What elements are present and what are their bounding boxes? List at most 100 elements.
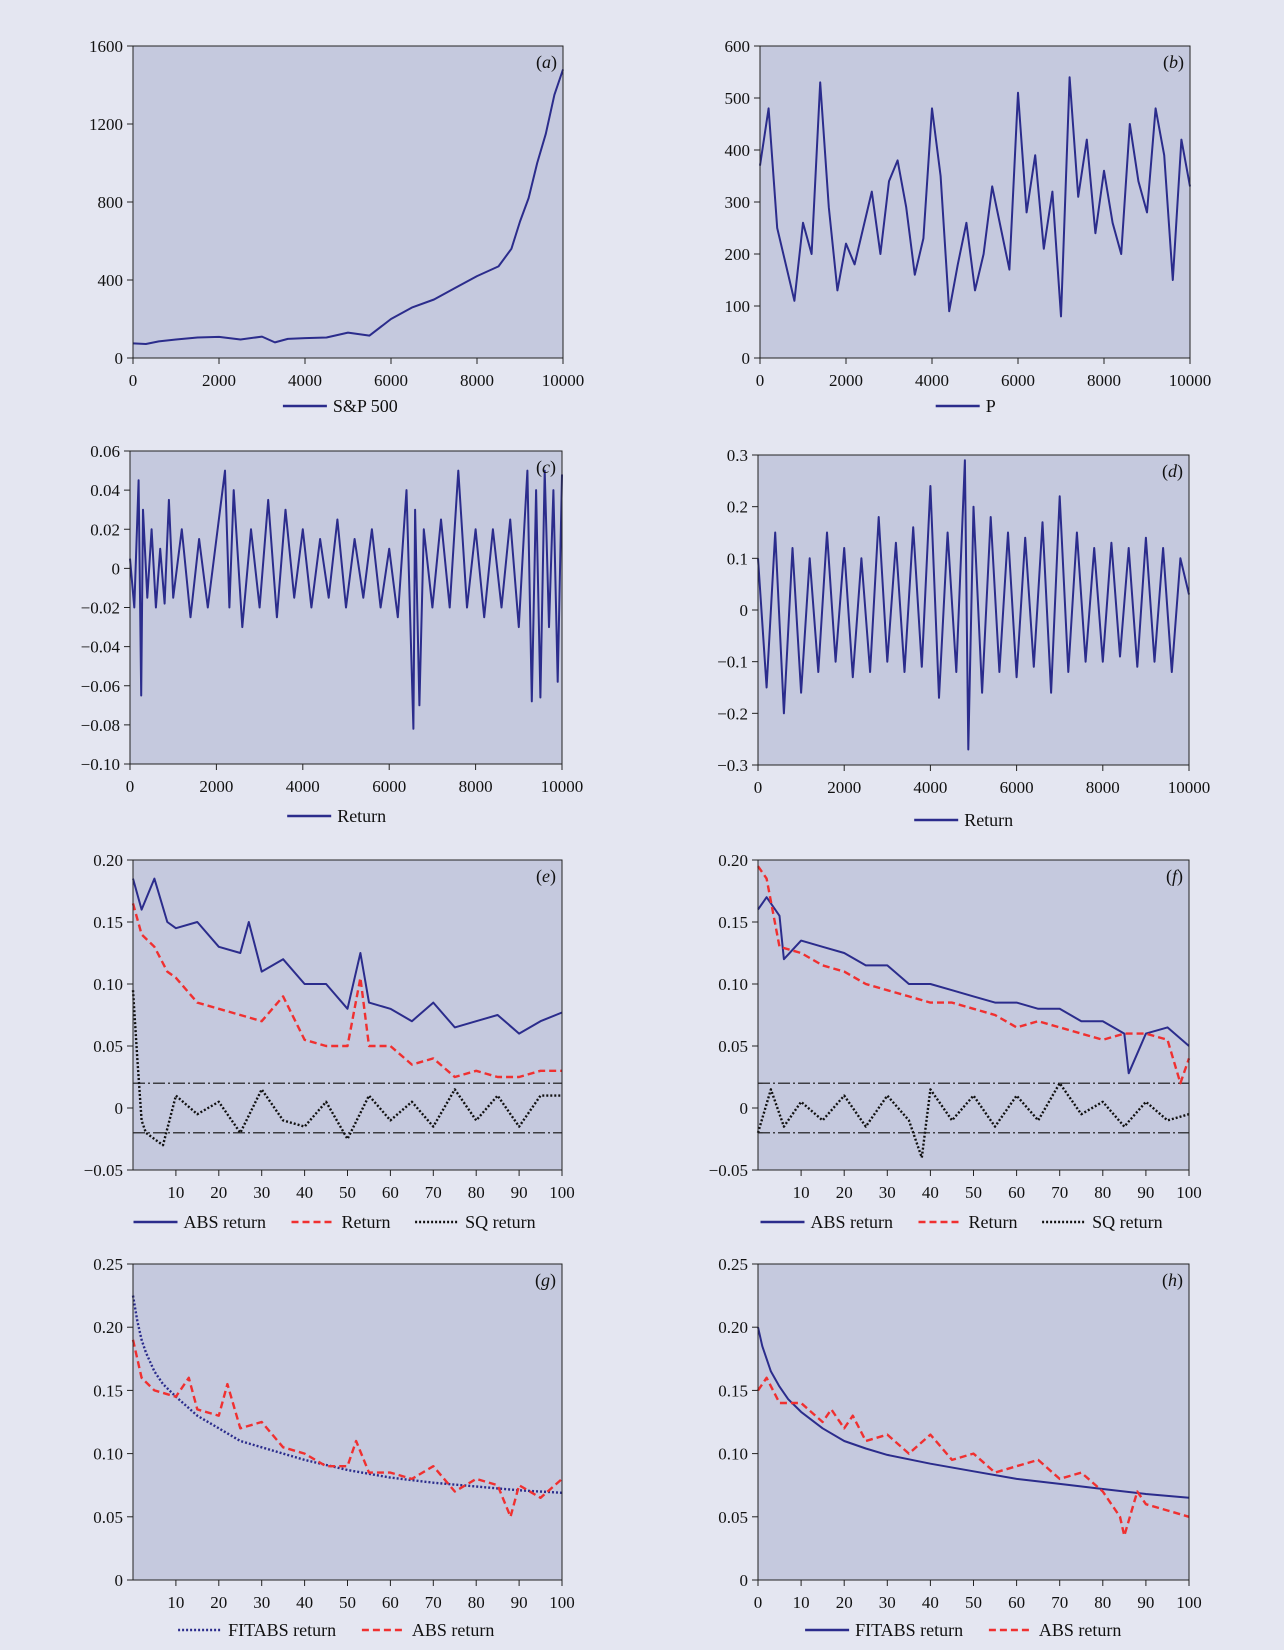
panel-label: (f) — [1166, 866, 1183, 887]
x-tick-label: 20 — [836, 1593, 853, 1612]
x-tick-label: 10000 — [1169, 371, 1212, 390]
x-tick-label: 10 — [793, 1593, 810, 1612]
y-tick-label: 0 — [115, 349, 124, 368]
plot-area — [758, 1264, 1189, 1580]
x-tick-label: 20 — [210, 1593, 227, 1612]
x-tick-label: 10 — [167, 1183, 184, 1202]
series-line — [757, 865, 1191, 1085]
y-tick-label: 0.25 — [93, 1255, 123, 1274]
y-tick-label: 0 — [112, 559, 121, 578]
legend-label: ABS return — [811, 1212, 894, 1232]
y-tick-label: 0.05 — [93, 1508, 123, 1527]
x-tick-label: 70 — [1051, 1183, 1068, 1202]
x-tick-label: 2000 — [827, 778, 861, 797]
legend: P — [935, 396, 996, 416]
panel-label: (g) — [535, 1270, 556, 1291]
y-tick-label: 600 — [725, 37, 751, 56]
y-tick-label: 0.06 — [90, 442, 120, 461]
y-tick-label: 500 — [725, 89, 751, 108]
y-tick-label: 300 — [725, 193, 751, 212]
x-tick-label: 80 — [1094, 1183, 1111, 1202]
x-tick-label: 2000 — [202, 371, 236, 390]
x-tick-label: 90 — [511, 1183, 528, 1202]
x-tick-label: 40 — [296, 1183, 313, 1202]
y-tick-label: −0.04 — [81, 638, 121, 657]
x-tick-label: 0 — [129, 371, 138, 390]
y-tick-label: 0.10 — [93, 975, 123, 994]
x-tick-label: 60 — [1008, 1593, 1025, 1612]
x-tick-label: 50 — [965, 1183, 982, 1202]
y-tick-label: 0.04 — [90, 481, 120, 500]
x-tick-label: 6000 — [372, 777, 406, 796]
x-tick-label: 70 — [425, 1183, 442, 1202]
y-tick-label: 400 — [725, 141, 751, 160]
series-line — [132, 69, 564, 345]
legend-label: Return — [964, 810, 1013, 830]
x-tick-label: 100 — [1176, 1183, 1202, 1202]
legend: ABS return Return SQ return — [133, 1212, 536, 1232]
y-tick-label: 0.05 — [718, 1037, 748, 1056]
x-tick-label: 90 — [1137, 1593, 1154, 1612]
x-tick-label: 70 — [425, 1593, 442, 1612]
y-tick-label: −0.05 — [84, 1161, 123, 1180]
x-tick-label: 20 — [210, 1183, 227, 1202]
y-tick-label: 0.05 — [718, 1508, 748, 1527]
panel-label: (h) — [1162, 1270, 1183, 1291]
y-tick-label: 0.1 — [727, 549, 748, 568]
series-line — [131, 1295, 563, 1494]
legend: S&P 500 — [282, 396, 398, 416]
y-tick-label: 0 — [742, 349, 751, 368]
legend-label: Return — [337, 806, 386, 826]
x-tick-label: 10000 — [541, 777, 584, 796]
y-tick-label: 0 — [740, 601, 749, 620]
series-line — [756, 1081, 1190, 1159]
y-tick-label: 0.15 — [718, 913, 748, 932]
x-tick-label: 50 — [965, 1593, 982, 1612]
legend: ABS return Return SQ return — [760, 1212, 1163, 1232]
y-tick-label: −0.05 — [709, 1161, 748, 1180]
legend-label: P — [986, 396, 996, 416]
x-tick-label: 100 — [549, 1593, 575, 1612]
series-line — [131, 1339, 563, 1519]
y-tick-label: 0.25 — [718, 1255, 748, 1274]
plot-area — [760, 46, 1190, 358]
y-tick-label: 0.2 — [727, 498, 748, 517]
y-tick-label: 0.15 — [93, 913, 123, 932]
x-tick-label: 2000 — [829, 371, 863, 390]
y-tick-label: −0.08 — [81, 716, 120, 735]
x-tick-label: 90 — [511, 1593, 528, 1612]
legend: Return — [287, 806, 386, 826]
x-tick-label: 4000 — [286, 777, 320, 796]
x-tick-label: 40 — [922, 1593, 939, 1612]
y-tick-label: 0 — [740, 1099, 749, 1118]
legend-label: FITABS return — [855, 1620, 963, 1640]
x-tick-label: 0 — [754, 778, 763, 797]
x-tick-label: 80 — [1094, 1593, 1111, 1612]
x-tick-label: 0 — [754, 1593, 763, 1612]
x-tick-label: 30 — [879, 1593, 896, 1612]
x-tick-label: 70 — [1051, 1593, 1068, 1612]
x-tick-label: 30 — [879, 1183, 896, 1202]
x-tick-label: 8000 — [1087, 371, 1121, 390]
x-tick-label: 0 — [126, 777, 135, 796]
y-tick-label: 0.3 — [727, 446, 748, 465]
legend-label: FITABS return — [228, 1620, 336, 1640]
x-tick-label: 8000 — [1086, 778, 1120, 797]
legend: Return — [914, 810, 1013, 830]
series-line — [757, 459, 1190, 751]
y-tick-label: 800 — [98, 193, 124, 212]
y-tick-label: 400 — [98, 271, 124, 290]
panel-label: (a) — [536, 52, 557, 73]
y-tick-label: 0.10 — [718, 975, 748, 994]
y-tick-label: 0 — [740, 1571, 749, 1590]
series-line — [757, 1326, 1190, 1499]
x-tick-label: 30 — [253, 1593, 270, 1612]
panel-label: (c) — [536, 457, 556, 478]
chart-panel-5: −0.05 0 0.05 0.10 0.15 0.20 10 20 30 40 50 60 70 80 90… — [84, 851, 575, 1232]
x-tick-label: 0 — [756, 371, 765, 390]
x-tick-label: 10000 — [542, 371, 585, 390]
x-tick-label: 8000 — [459, 777, 493, 796]
x-tick-label: 100 — [549, 1183, 575, 1202]
x-tick-label: 6000 — [374, 371, 408, 390]
